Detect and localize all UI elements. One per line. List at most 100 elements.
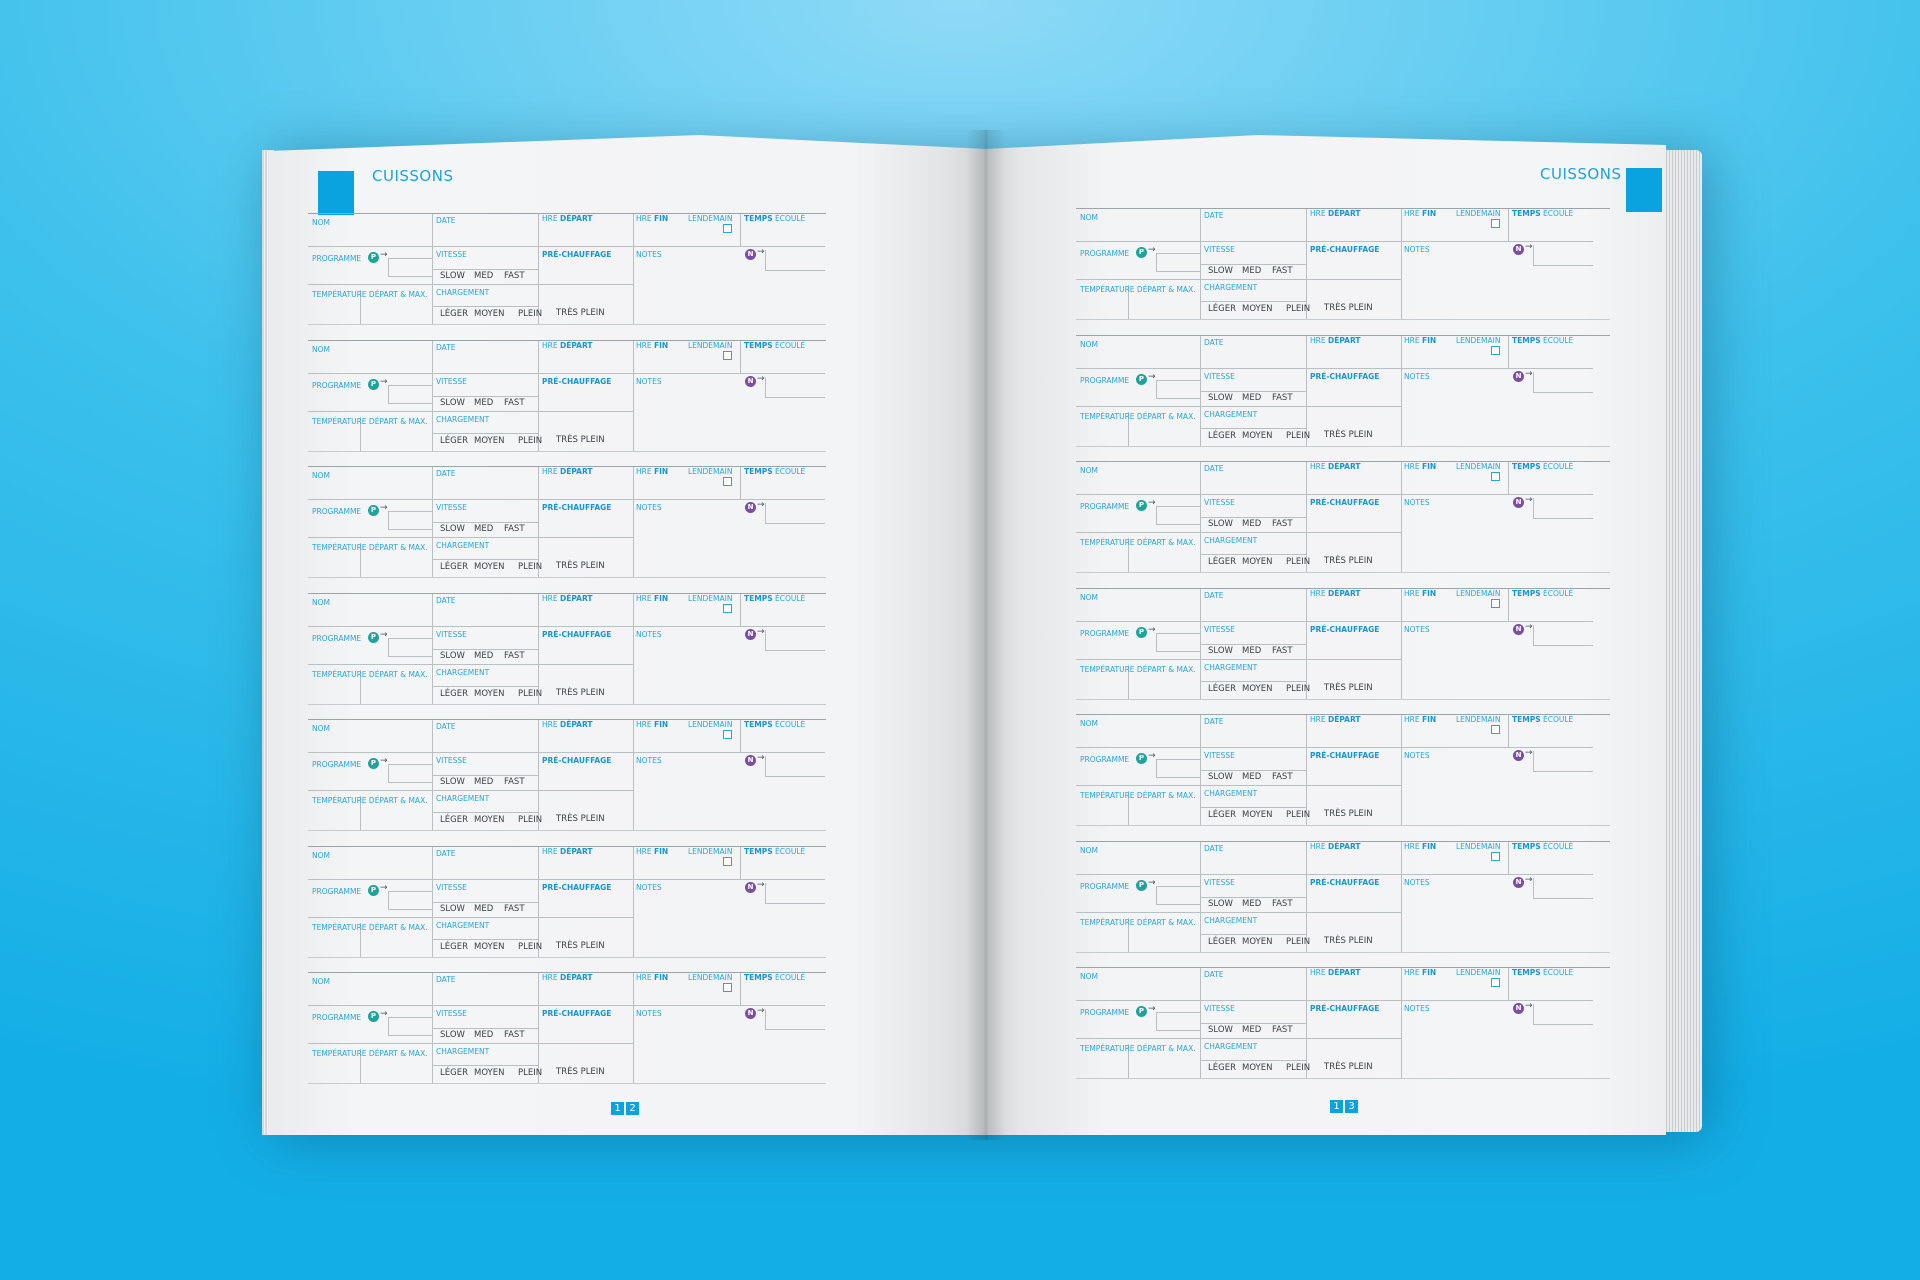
chargement-option-leger[interactable]: LÉGER bbox=[440, 1068, 468, 1078]
chargement-option-moyen[interactable]: MOYEN bbox=[474, 688, 505, 699]
vitesse-option-med[interactable]: MED bbox=[1242, 519, 1262, 529]
lendemain-checkbox[interactable] bbox=[723, 856, 732, 866]
vitesse-option-fast[interactable]: FAST bbox=[1272, 1025, 1293, 1035]
chargement-option-leger[interactable]: LÉGER bbox=[1208, 810, 1236, 820]
vitesse-option-med[interactable]: MED bbox=[474, 903, 494, 914]
chargement-option-moyen[interactable]: MOYEN bbox=[474, 941, 505, 952]
vitesse-option-fast[interactable]: FAST bbox=[1272, 392, 1293, 403]
vitesse-option-fast[interactable]: FAST bbox=[1272, 519, 1293, 529]
chargement-option-plein[interactable]: PLEIN bbox=[1286, 1063, 1311, 1073]
chargement-option-plein[interactable]: PLEIN bbox=[1286, 304, 1311, 314]
chargement-option-moyen[interactable]: MOYEN bbox=[474, 309, 505, 319]
vitesse-option-med[interactable]: MED bbox=[474, 397, 494, 408]
vitesse-option-med[interactable]: MED bbox=[1242, 1025, 1262, 1035]
chargement-option-leger[interactable]: LÉGER bbox=[440, 815, 468, 825]
chargement-option-tres-plein[interactable]: TRÈS PLEIN bbox=[556, 308, 605, 318]
vitesse-option-fast[interactable]: FAST bbox=[1272, 772, 1293, 782]
chargement-option-plein[interactable]: PLEIN bbox=[518, 562, 543, 572]
vitesse-option-med[interactable]: MED bbox=[474, 650, 494, 661]
vitesse-option-fast[interactable]: FAST bbox=[504, 1030, 525, 1040]
chargement-option-moyen[interactable]: MOYEN bbox=[1242, 304, 1273, 314]
lendemain-checkbox[interactable] bbox=[1491, 345, 1500, 355]
vitesse-option-fast[interactable]: FAST bbox=[1272, 645, 1293, 656]
chargement-option-tres-plein[interactable]: TRÈS PLEIN bbox=[1324, 1062, 1373, 1072]
lendemain-checkbox[interactable] bbox=[1491, 472, 1500, 481]
chargement-option-moyen[interactable]: MOYEN bbox=[474, 435, 505, 446]
vitesse-option-fast[interactable]: FAST bbox=[504, 777, 525, 787]
chargement-option-plein[interactable]: PLEIN bbox=[1286, 936, 1311, 947]
lendemain-checkbox[interactable] bbox=[723, 730, 732, 739]
lendemain-checkbox[interactable] bbox=[1491, 978, 1500, 987]
chargement-option-moyen[interactable]: MOYEN bbox=[474, 562, 505, 572]
vitesse-option-slow[interactable]: SLOW bbox=[1208, 645, 1233, 656]
chargement-option-tres-plein[interactable]: TRÈS PLEIN bbox=[1324, 935, 1373, 946]
chargement-option-plein[interactable]: PLEIN bbox=[1286, 430, 1311, 441]
chargement-option-moyen[interactable]: MOYEN bbox=[1242, 430, 1273, 441]
vitesse-option-med[interactable]: MED bbox=[1242, 266, 1262, 276]
chargement-option-moyen[interactable]: MOYEN bbox=[1242, 1063, 1273, 1073]
vitesse-option-fast[interactable]: FAST bbox=[504, 903, 525, 914]
lendemain-checkbox[interactable] bbox=[1491, 219, 1500, 228]
vitesse-option-med[interactable]: MED bbox=[474, 524, 494, 534]
lendemain-checkbox[interactable] bbox=[723, 224, 732, 233]
vitesse-option-slow[interactable]: SLOW bbox=[440, 524, 465, 534]
lendemain-checkbox[interactable] bbox=[1491, 725, 1500, 734]
chargement-option-plein[interactable]: PLEIN bbox=[518, 941, 543, 952]
chargement-option-plein[interactable]: PLEIN bbox=[1286, 683, 1311, 694]
chargement-option-leger[interactable]: LÉGER bbox=[1208, 430, 1236, 441]
vitesse-option-slow[interactable]: SLOW bbox=[440, 777, 465, 787]
chargement-option-plein[interactable]: PLEIN bbox=[1286, 810, 1311, 820]
vitesse-option-slow[interactable]: SLOW bbox=[1208, 772, 1233, 782]
chargement-option-plein[interactable]: PLEIN bbox=[518, 309, 543, 319]
lendemain-checkbox[interactable] bbox=[1491, 598, 1500, 608]
chargement-option-leger[interactable]: LÉGER bbox=[440, 309, 468, 319]
chargement-option-moyen[interactable]: MOYEN bbox=[1242, 557, 1273, 567]
chargement-option-tres-plein[interactable]: TRÈS PLEIN bbox=[1324, 303, 1373, 313]
lendemain-checkbox[interactable] bbox=[723, 477, 732, 486]
chargement-option-plein[interactable]: PLEIN bbox=[518, 815, 543, 825]
chargement-option-tres-plein[interactable]: TRÈS PLEIN bbox=[556, 561, 605, 571]
vitesse-option-fast[interactable]: FAST bbox=[504, 271, 525, 281]
lendemain-checkbox[interactable] bbox=[723, 603, 732, 613]
vitesse-option-fast[interactable]: FAST bbox=[504, 524, 525, 534]
chargement-option-tres-plein[interactable]: TRÈS PLEIN bbox=[556, 940, 605, 951]
chargement-option-plein[interactable]: PLEIN bbox=[518, 435, 543, 446]
chargement-option-moyen[interactable]: MOYEN bbox=[1242, 936, 1273, 947]
vitesse-option-fast[interactable]: FAST bbox=[1272, 266, 1293, 276]
vitesse-option-slow[interactable]: SLOW bbox=[1208, 519, 1233, 529]
chargement-option-leger[interactable]: LÉGER bbox=[1208, 1063, 1236, 1073]
vitesse-option-slow[interactable]: SLOW bbox=[440, 1030, 465, 1040]
chargement-option-moyen[interactable]: MOYEN bbox=[474, 815, 505, 825]
vitesse-option-slow[interactable]: SLOW bbox=[1208, 266, 1233, 276]
vitesse-option-fast[interactable]: FAST bbox=[504, 397, 525, 408]
vitesse-option-slow[interactable]: SLOW bbox=[440, 397, 465, 408]
vitesse-option-slow[interactable]: SLOW bbox=[1208, 1025, 1233, 1035]
vitesse-option-fast[interactable]: FAST bbox=[1272, 898, 1293, 909]
lendemain-checkbox[interactable] bbox=[1491, 851, 1500, 861]
vitesse-option-slow[interactable]: SLOW bbox=[1208, 898, 1233, 909]
vitesse-option-slow[interactable]: SLOW bbox=[440, 271, 465, 281]
vitesse-option-fast[interactable]: FAST bbox=[504, 650, 525, 661]
chargement-option-tres-plein[interactable]: TRÈS PLEIN bbox=[1324, 682, 1373, 693]
vitesse-option-med[interactable]: MED bbox=[474, 271, 494, 281]
chargement-option-tres-plein[interactable]: TRÈS PLEIN bbox=[556, 687, 605, 698]
chargement-option-leger[interactable]: LÉGER bbox=[1208, 936, 1236, 947]
vitesse-option-slow[interactable]: SLOW bbox=[440, 650, 465, 661]
chargement-option-moyen[interactable]: MOYEN bbox=[474, 1068, 505, 1078]
vitesse-option-med[interactable]: MED bbox=[474, 777, 494, 787]
chargement-option-moyen[interactable]: MOYEN bbox=[1242, 683, 1273, 694]
chargement-option-tres-plein[interactable]: TRÈS PLEIN bbox=[1324, 556, 1373, 566]
vitesse-option-slow[interactable]: SLOW bbox=[1208, 392, 1233, 403]
chargement-option-plein[interactable]: PLEIN bbox=[518, 1068, 543, 1078]
chargement-option-tres-plein[interactable]: TRÈS PLEIN bbox=[556, 814, 605, 824]
chargement-option-leger[interactable]: LÉGER bbox=[1208, 557, 1236, 567]
chargement-option-leger[interactable]: LÉGER bbox=[440, 562, 468, 572]
chargement-option-leger[interactable]: LÉGER bbox=[440, 688, 468, 699]
lendemain-checkbox[interactable] bbox=[723, 983, 732, 992]
vitesse-option-med[interactable]: MED bbox=[1242, 772, 1262, 782]
chargement-option-plein[interactable]: PLEIN bbox=[1286, 557, 1311, 567]
chargement-option-tres-plein[interactable]: TRÈS PLEIN bbox=[1324, 809, 1373, 819]
lendemain-checkbox[interactable] bbox=[723, 350, 732, 360]
chargement-option-leger[interactable]: LÉGER bbox=[1208, 683, 1236, 694]
chargement-option-moyen[interactable]: MOYEN bbox=[1242, 810, 1273, 820]
